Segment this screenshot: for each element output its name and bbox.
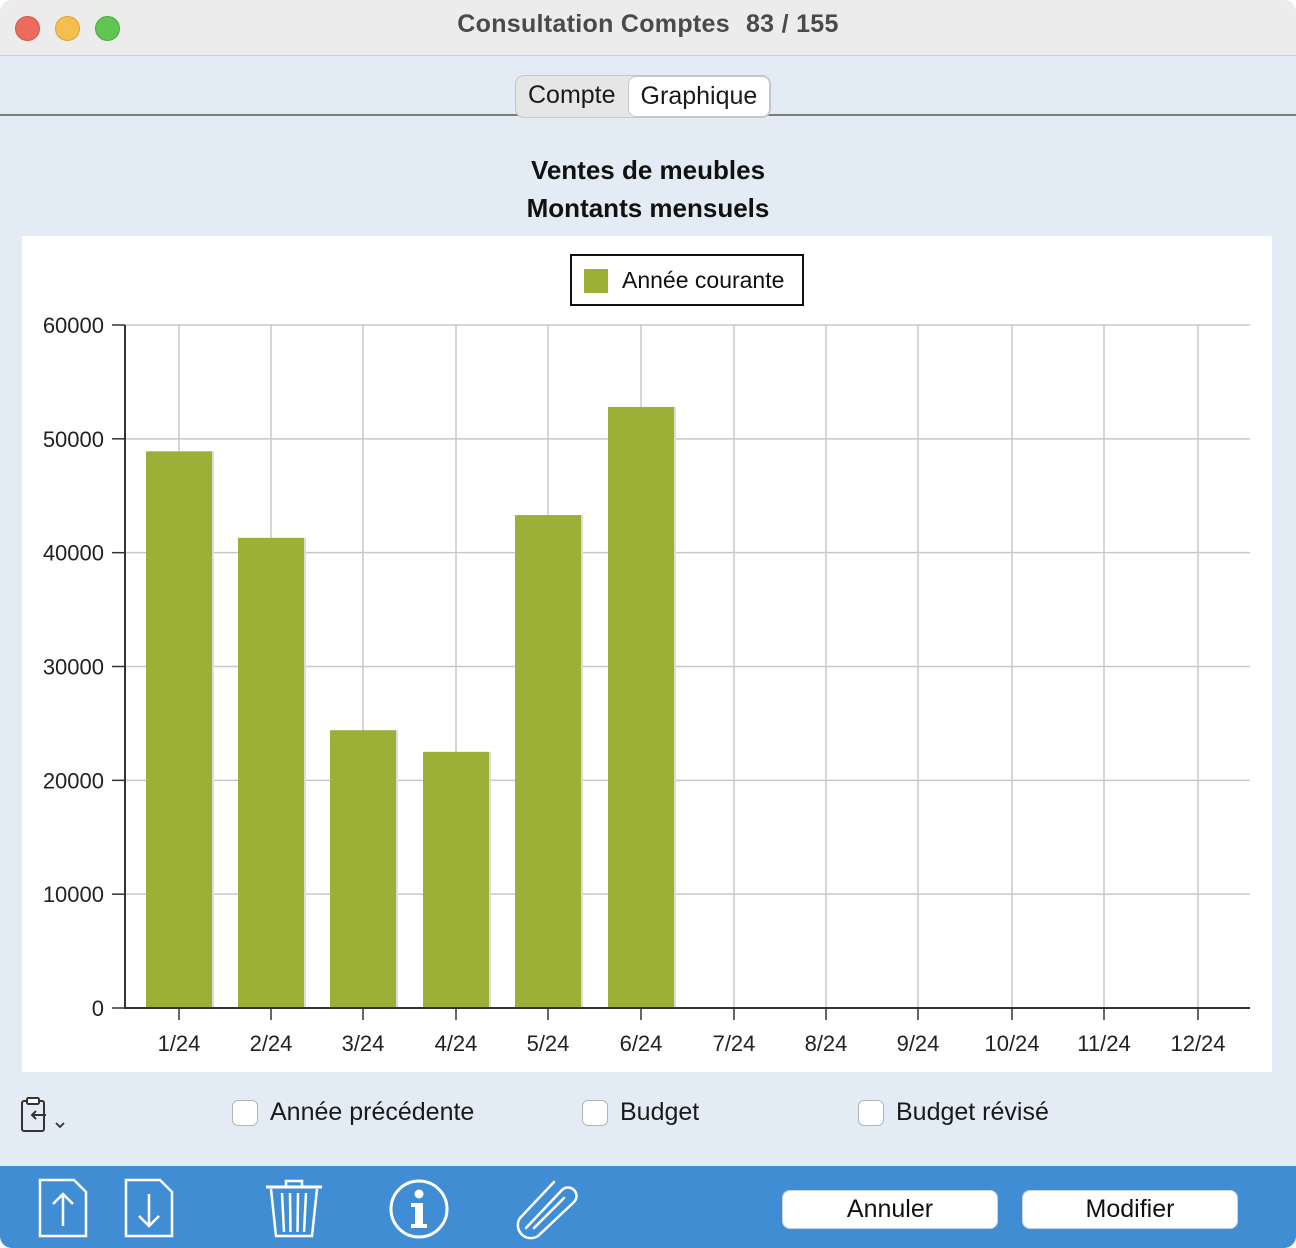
chart-subtitle: Montants mensuels (526, 193, 770, 223)
x-tick-label: 3/24 (342, 1031, 385, 1056)
bar (238, 537, 304, 1008)
import-down-icon[interactable] (124, 1178, 174, 1243)
title-bar: Consultation Comptes 83 / 155 (0, 0, 1296, 56)
x-tick-label: 4/24 (435, 1031, 478, 1056)
revised-budget-checkbox[interactable] (858, 1100, 884, 1126)
option-previous-year[interactable]: Année précédente (232, 1096, 532, 1130)
chart-title: Ventes de meubles (530, 155, 766, 185)
close-window-button[interactable] (15, 16, 40, 41)
x-tick-label: 10/24 (984, 1031, 1039, 1056)
bar (608, 406, 674, 1009)
chart-legend: Année courante (570, 254, 804, 306)
budget-label: Budget (620, 1098, 700, 1126)
x-tick-label: 9/24 (897, 1031, 940, 1056)
cancel-button[interactable]: Annuler (782, 1190, 998, 1229)
legend-swatch (584, 269, 608, 293)
paperclip-icon[interactable] (514, 1178, 580, 1245)
tab-compte[interactable]: Compte (528, 81, 616, 109)
modify-button[interactable]: Modifier (1022, 1190, 1238, 1229)
bar (146, 451, 212, 1009)
window-title: Consultation Comptes 83 / 155 (0, 10, 1296, 39)
zoom-window-button[interactable] (95, 16, 120, 41)
y-tick-label: 10000 (43, 882, 104, 907)
x-tick-label: 7/24 (713, 1031, 756, 1056)
budget-checkbox[interactable] (582, 1100, 608, 1126)
y-tick-label: 20000 (43, 768, 104, 793)
option-budget[interactable]: Budget (582, 1096, 732, 1130)
x-tick-label: 8/24 (805, 1031, 848, 1056)
x-tick-label: 12/24 (1170, 1031, 1225, 1056)
bar (515, 515, 581, 1008)
y-tick-label: 30000 (43, 655, 104, 680)
bar (423, 751, 489, 1008)
clipboard-icon (21, 1097, 65, 1132)
info-icon[interactable] (388, 1178, 450, 1245)
export-up-icon[interactable] (38, 1178, 88, 1243)
x-tick-label: 1/24 (158, 1031, 201, 1056)
y-tick-label: 60000 (43, 313, 104, 338)
clipboard-menu-button[interactable] (18, 1096, 70, 1136)
record-counter: 83 / 155 (745, 10, 839, 38)
bar (330, 730, 396, 1008)
trash-icon[interactable] (264, 1178, 324, 1243)
previous-year-checkbox[interactable] (232, 1100, 258, 1126)
y-tick-label: 40000 (43, 541, 104, 566)
bar-chart: 0 10000 20000 30000 40000 50000 60000 1/24 2/24 3… (43, 313, 1250, 1056)
minimize-window-button[interactable] (55, 16, 80, 41)
option-revised-budget[interactable]: Budget révisé (858, 1096, 1078, 1130)
tab-graphique[interactable]: Graphique (627, 76, 771, 117)
x-tick-label: 5/24 (527, 1031, 570, 1056)
y-tick-label: 50000 (43, 427, 104, 452)
previous-year-label: Année précédente (270, 1098, 475, 1126)
x-tick-label: 2/24 (250, 1031, 293, 1056)
revised-budget-label: Budget révisé (896, 1098, 1049, 1126)
legend-label: Année courante (622, 267, 785, 293)
y-tick-label: 0 (92, 996, 104, 1021)
x-tick-label: 11/24 (1077, 1031, 1130, 1056)
tab-bar: Compte Graphique (515, 75, 772, 118)
x-tick-label: 6/24 (620, 1031, 663, 1056)
window-title-text: Consultation Comptes (457, 10, 730, 38)
